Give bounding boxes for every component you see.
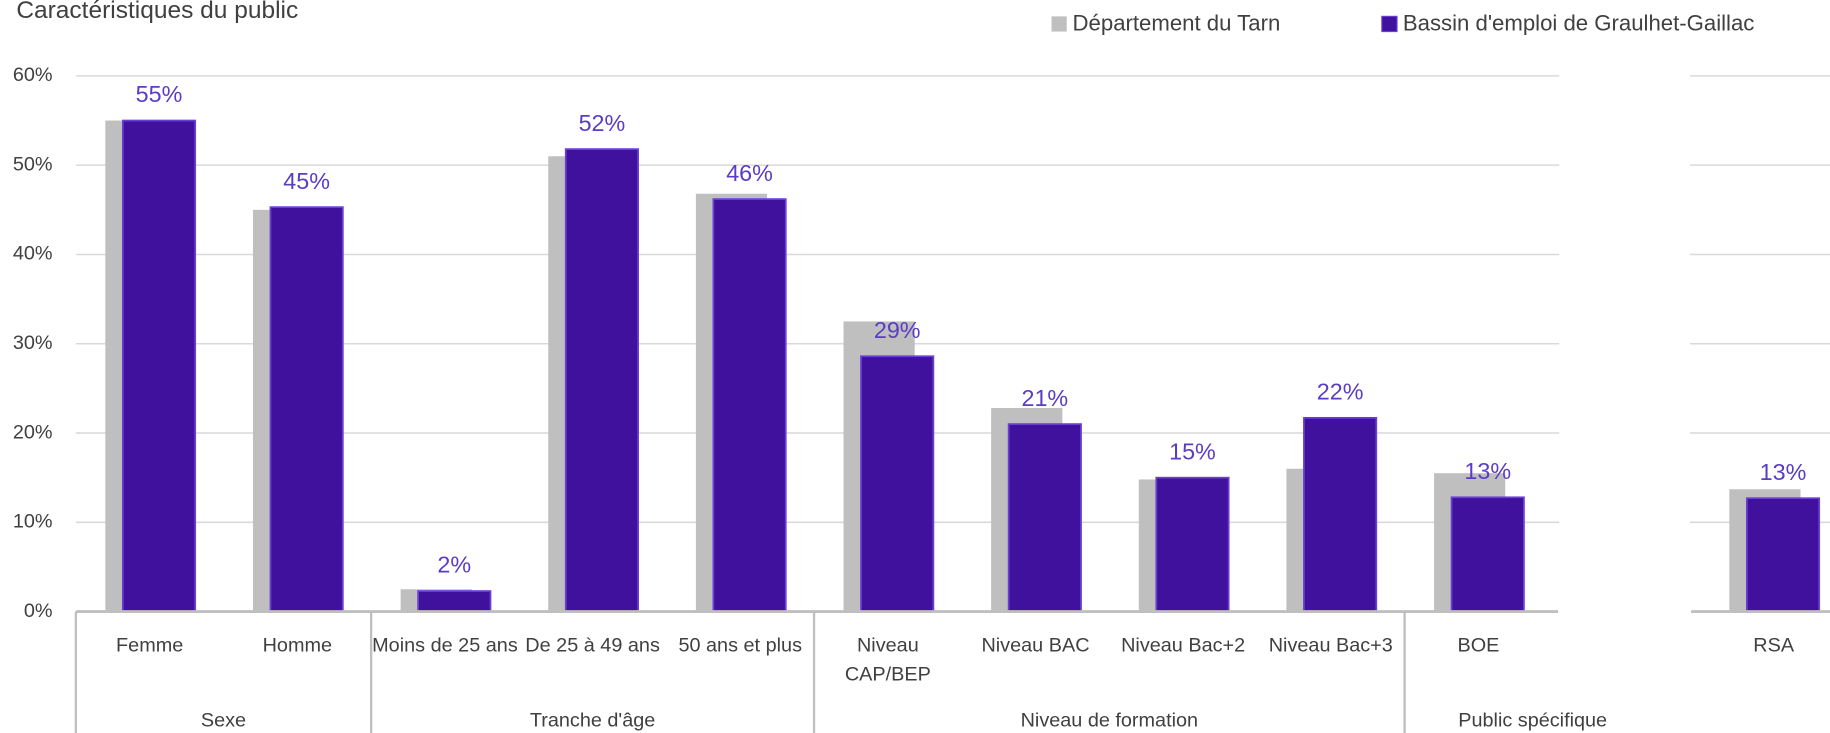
legend-swatch [1051,16,1067,32]
bar [1303,416,1378,613]
data-label: 29% [874,317,921,343]
legend-label: Département du Tarn [1073,10,1281,35]
x-tick-label: De 25 à 49 ans [525,633,660,656]
data-label: 13% [1760,459,1807,485]
data-label: 22% [1317,379,1364,405]
bar [564,148,639,613]
bar [121,119,197,613]
y-tick-label: 0% [24,600,53,622]
x-tick-label-box: Homme [262,633,333,656]
y-tick-label: 60% [13,64,53,86]
legend-swatch [1381,15,1398,33]
x-tick-label: RSA [1753,633,1795,656]
data-label: 46% [726,160,773,186]
x-tick-label-box: Moins de 25 ans [372,633,518,656]
x-tick-label-box: De 25 à 49 ans [525,633,660,656]
x-tick-label-box: Niveau Bac+2 [1121,633,1246,656]
x-tick-label-box: Niveau BAC [981,633,1090,656]
y-tick-label: 50% [13,153,53,175]
chart-title: Caractéristiques du public [16,0,298,24]
data-label: 2% [437,552,471,578]
data-label: 15% [1169,438,1216,464]
x-tick-label: Moins de 25 ans [372,633,518,656]
y-tick-label: 30% [13,332,53,354]
x-tick-label: Homme [262,633,333,656]
x-tick-label: Niveau Bac+2 [1121,633,1246,656]
y-tick-label: 40% [13,243,53,265]
gap [1559,70,1690,619]
x-tick-label: Niveau CAP/BEP [844,633,931,686]
data-label: 52% [579,110,626,136]
bar [1007,423,1082,613]
data-label: 45% [283,168,330,194]
bar [1450,496,1525,613]
group-label: Niveau de formation [1021,710,1198,732]
x-tick-label: Niveau Bac+3 [1268,633,1393,656]
legend-label: Bassin d'emploi de Graulhet-Gaillac [1403,10,1755,35]
group-label: Public spécifique [1458,710,1607,732]
x-tick-label-box: Niveau Bac+3 [1268,633,1393,656]
bar [860,355,935,613]
x-tick-label: Niveau BAC [981,633,1090,656]
x-tick-label-box: Femme [116,633,184,656]
group-label: Tranche d'âge [530,710,655,732]
data-label: 21% [1021,385,1068,411]
x-tick-label: Femme [116,633,184,656]
x-tick-label-box: RSA [1753,633,1795,656]
bar [417,590,492,613]
data-label: 55% [136,81,183,107]
bar [1745,497,1821,613]
data-label: 13% [1464,458,1511,484]
x-tick-label: BOE [1457,633,1500,656]
y-tick-label: 10% [13,511,53,533]
y-tick-label: 20% [13,421,53,443]
bar [712,198,787,613]
bar [1155,476,1230,613]
bar [269,206,344,613]
x-tick-label-box: Niveau CAP/BEP [844,633,931,686]
x-tick-label-box: 50 ans et plus [678,633,802,656]
group-label: Sexe [201,710,246,732]
x-tick-label-box: BOE [1457,633,1500,656]
x-tick-label: 50 ans et plus [678,633,802,656]
